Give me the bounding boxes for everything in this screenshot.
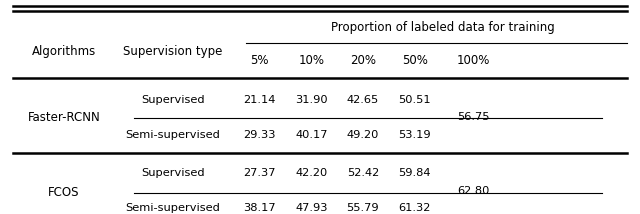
Text: Semi-supervised: Semi-supervised bbox=[125, 130, 220, 140]
Text: 50.51: 50.51 bbox=[399, 95, 431, 105]
Text: 10%: 10% bbox=[299, 54, 324, 67]
Text: Proportion of labeled data for training: Proportion of labeled data for training bbox=[332, 21, 555, 34]
Text: 50%: 50% bbox=[402, 54, 428, 67]
Text: 42.65: 42.65 bbox=[347, 95, 379, 105]
Text: 27.37: 27.37 bbox=[243, 168, 275, 178]
Text: 21.14: 21.14 bbox=[243, 95, 275, 105]
Text: 56.75: 56.75 bbox=[458, 112, 490, 122]
Text: 53.19: 53.19 bbox=[399, 130, 431, 140]
Text: 5%: 5% bbox=[250, 54, 268, 67]
Text: Faster-RCNN: Faster-RCNN bbox=[28, 111, 100, 125]
Text: 55.79: 55.79 bbox=[347, 203, 379, 213]
Text: 62.80: 62.80 bbox=[458, 186, 490, 196]
Text: 59.84: 59.84 bbox=[399, 168, 431, 178]
Text: 42.20: 42.20 bbox=[296, 168, 328, 178]
Text: 29.33: 29.33 bbox=[243, 130, 275, 140]
Text: 49.20: 49.20 bbox=[347, 130, 379, 140]
Text: Supervised: Supervised bbox=[141, 168, 205, 178]
Text: Algorithms: Algorithms bbox=[32, 46, 96, 58]
Text: 38.17: 38.17 bbox=[243, 203, 275, 213]
Text: 31.90: 31.90 bbox=[296, 95, 328, 105]
Text: 61.32: 61.32 bbox=[399, 203, 431, 213]
Text: 52.42: 52.42 bbox=[347, 168, 379, 178]
Text: Semi-supervised: Semi-supervised bbox=[125, 203, 220, 213]
Text: 20%: 20% bbox=[350, 54, 376, 67]
Text: Supervised: Supervised bbox=[141, 95, 205, 105]
Text: 100%: 100% bbox=[457, 54, 490, 67]
Text: 40.17: 40.17 bbox=[296, 130, 328, 140]
Text: FCOS: FCOS bbox=[48, 186, 80, 199]
Text: 47.93: 47.93 bbox=[296, 203, 328, 213]
Text: Supervision type: Supervision type bbox=[123, 46, 223, 58]
